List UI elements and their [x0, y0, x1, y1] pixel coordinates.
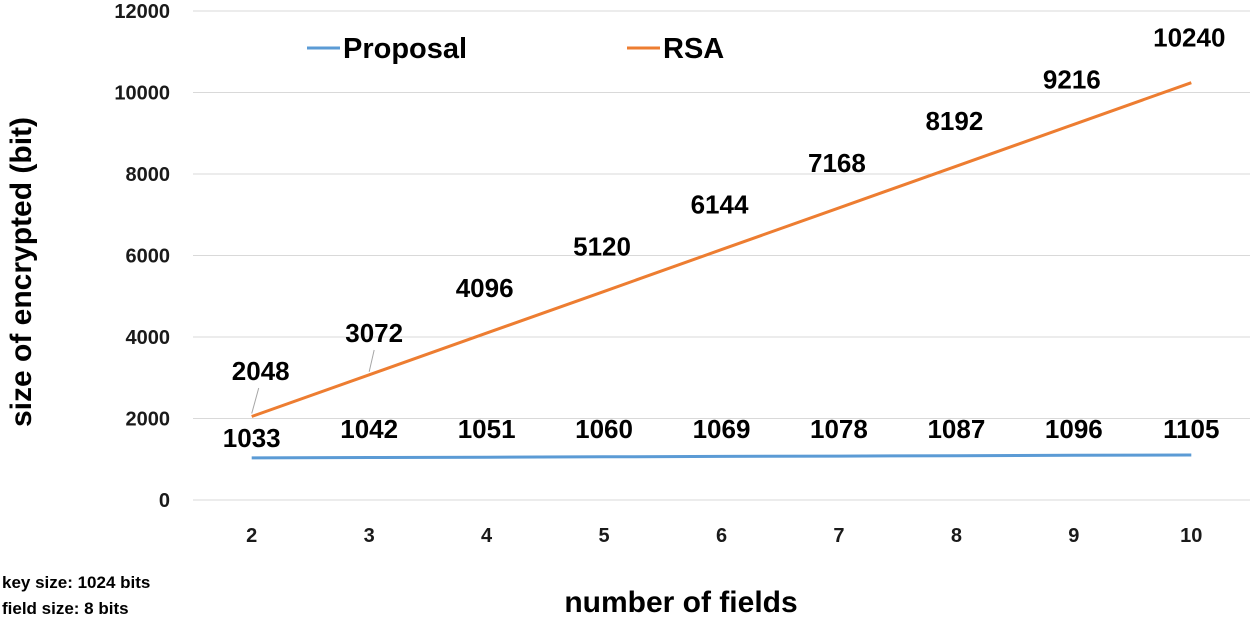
series-line-rsa [251, 81, 1192, 418]
data-label-rsa: 7168 [808, 148, 866, 178]
y-tick-label: 2000 [126, 409, 171, 431]
x-tick-label: 7 [833, 525, 844, 547]
data-label-proposal: 1033 [223, 423, 281, 453]
series-lines [251, 81, 1192, 460]
data-label-rsa: 2048 [232, 356, 290, 386]
x-tick-label: 8 [951, 525, 962, 547]
gridlines [193, 10, 1250, 501]
y-tick-label: 4000 [126, 327, 171, 349]
data-label-rsa: 3072 [345, 318, 403, 348]
data-labels: 1033 1042 1051 1060 1069 1078 1087 1096 1105 2048… [223, 23, 1226, 453]
y-tick-label: 8000 [126, 164, 171, 186]
x-tick-label: 2 [246, 525, 257, 547]
y-axis-title: size of encrypted (bit) [5, 117, 38, 427]
data-label-proposal: 1042 [340, 414, 398, 444]
field-size-note: field size: 8 bits [2, 599, 129, 618]
data-label-rsa: 6144 [691, 190, 749, 220]
data-label-proposal: 1096 [1045, 414, 1103, 444]
data-label-proposal: 1087 [927, 414, 985, 444]
data-label-proposal: 1060 [575, 414, 633, 444]
x-tick-label: 6 [716, 525, 727, 547]
data-label-rsa: 10240 [1153, 23, 1225, 53]
data-label-rsa: 5120 [573, 231, 631, 261]
data-label-proposal: 1051 [458, 414, 516, 444]
x-tick-label: 5 [598, 525, 609, 547]
data-label-rsa: 4096 [456, 273, 514, 303]
x-tick-label: 9 [1068, 525, 1079, 547]
x-tick-label: 4 [481, 525, 493, 547]
data-label-proposal: 1069 [693, 414, 751, 444]
legend: Proposal RSA [307, 33, 724, 65]
label-leader-lines [251, 349, 375, 414]
key-size-note: key size: 1024 bits [2, 573, 151, 592]
leader-line [368, 349, 375, 372]
y-tick-label: 10000 [114, 83, 170, 105]
x-axis-ticks: 2 3 4 5 6 7 8 9 10 [246, 525, 1202, 547]
x-axis-title: number of fields [564, 586, 797, 619]
leader-line [251, 387, 260, 414]
y-tick-label: 12000 [114, 1, 170, 23]
legend-label: RSA [663, 33, 724, 65]
data-label-rsa: 9216 [1043, 64, 1101, 94]
x-tick-label: 10 [1180, 525, 1202, 547]
data-label-proposal: 1105 [1163, 414, 1219, 444]
series-line-proposal [251, 453, 1192, 460]
y-tick-label: 6000 [126, 246, 171, 268]
data-label-proposal: 1078 [810, 414, 868, 444]
data-label-rsa: 8192 [925, 106, 983, 136]
x-tick-label: 3 [364, 525, 375, 547]
y-tick-label: 0 [159, 490, 170, 512]
y-axis-ticks: 0 2000 4000 6000 8000 10000 12000 [114, 1, 170, 512]
legend-label: Proposal [343, 33, 467, 65]
